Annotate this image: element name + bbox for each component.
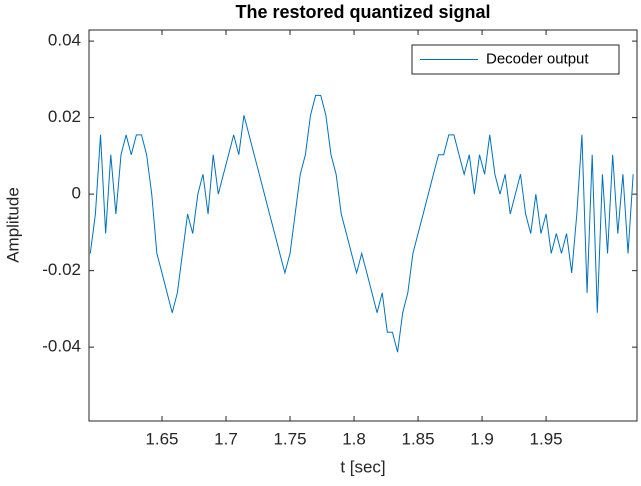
data-line — [89, 94, 634, 353]
chart-title: The restored quantized signal — [235, 2, 490, 22]
x-tick-label: 1.8 — [342, 429, 366, 448]
x-tick-label: 1.65 — [145, 429, 178, 448]
y-tick-label: -0.02 — [42, 260, 81, 279]
legend-label: Decoder output — [486, 50, 589, 67]
x-tick-label: 1.7 — [214, 429, 238, 448]
y-tick-label: 0 — [72, 184, 81, 203]
y-tick-label: -0.04 — [42, 337, 81, 356]
x-axis-label: t [sec] — [340, 457, 385, 476]
x-tick-label: 1.95 — [530, 429, 563, 448]
y-axis-label: Amplitude — [3, 187, 22, 263]
y-tick-label: 0.04 — [48, 31, 81, 50]
x-tick-label: 1.85 — [402, 429, 435, 448]
y-tick-label: 0.02 — [48, 107, 81, 126]
axes-box — [88, 29, 638, 422]
x-tick-label: 1.9 — [470, 429, 494, 448]
x-tick-label: 1.75 — [273, 429, 306, 448]
